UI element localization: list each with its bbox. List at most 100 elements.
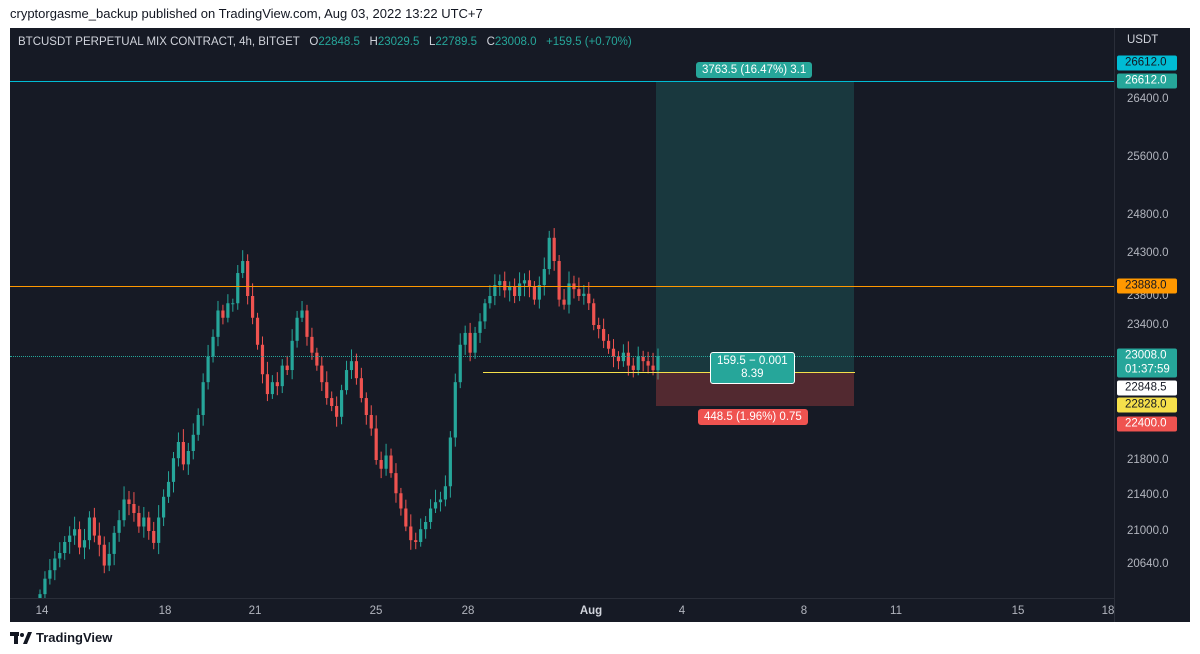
resistance-price-tag: 23888.0 (1117, 278, 1177, 294)
candle-body (142, 517, 146, 527)
time-tick-month: Aug (579, 605, 603, 617)
candle-body (246, 261, 250, 296)
tradingview-logo-icon (10, 631, 32, 644)
bar-countdown-tag: 01:37:59 (1117, 362, 1177, 378)
price-tick: 21400.0 (1127, 489, 1169, 501)
candle-body (300, 310, 304, 318)
candle-body (176, 442, 181, 459)
time-tick: 21 (248, 605, 262, 617)
candle-body (562, 299, 566, 305)
candle-body (147, 517, 151, 531)
candle-body (231, 303, 235, 305)
candle-body (38, 594, 42, 598)
candle-body (438, 499, 443, 503)
candle-body (132, 504, 136, 513)
candle-body (191, 434, 195, 451)
resistance-line[interactable] (10, 286, 1114, 287)
candle-body (58, 553, 62, 559)
price-axis[interactable]: USDT 26400.0 25600.0 24800.0 24300.0 238… (1114, 28, 1190, 622)
candle-body (532, 286, 536, 300)
candle-body (557, 261, 561, 300)
candle-body (602, 328, 606, 341)
close-value: 23008.0 (494, 36, 537, 48)
last-price-tag: 23008.0 (1117, 348, 1177, 364)
candle-body (226, 303, 230, 318)
candle-body (171, 458, 176, 482)
entry-price-tag: 22828.0 (1117, 397, 1177, 413)
candle-body (181, 442, 185, 465)
candle-body (349, 361, 354, 371)
candle-body (522, 280, 527, 284)
candle-body (606, 340, 611, 349)
candle-body (597, 325, 601, 329)
candle-body (320, 365, 324, 383)
high-value: 23029.5 (377, 36, 420, 48)
price-change: +159.5 (+0.70%) (546, 36, 632, 48)
candle-body (577, 289, 581, 296)
stop-price-tag: 22400.0 (1117, 416, 1177, 432)
candle-body (73, 529, 77, 536)
target-line[interactable] (10, 81, 1114, 82)
candle-body (63, 542, 67, 553)
price-pane[interactable]: 3763.5 (16.47%) 3.1 159.5 − 0.001 8.39 4… (10, 28, 1114, 598)
open-price-tag: 22848.5 (1117, 380, 1177, 396)
position-center-label[interactable]: 159.5 − 0.001 8.39 (710, 352, 795, 384)
candle-body (404, 508, 408, 527)
high-label: H (369, 36, 378, 48)
candle-body (626, 352, 630, 366)
candle-body (216, 310, 220, 337)
stop-label[interactable]: 448.5 (1.96%) 0.75 (698, 409, 808, 425)
symbol-name: BTCUSDT PERPETUAL MIX CONTRACT, 4h, BITG… (18, 36, 300, 48)
price-tick: 20640.0 (1127, 558, 1169, 570)
candle-body (369, 415, 373, 429)
candle-body (537, 285, 541, 300)
entry-line[interactable] (483, 372, 855, 373)
open-label: O (309, 36, 319, 48)
price-tick: 21000.0 (1127, 525, 1169, 537)
candle-body (582, 293, 586, 296)
candle-body (196, 415, 200, 435)
candle-body (285, 365, 289, 371)
candle-body (117, 520, 121, 533)
candle-body (651, 365, 655, 371)
candle-body (384, 455, 388, 469)
candle-body (82, 540, 87, 548)
profit-zone[interactable] (656, 81, 854, 372)
candle-body (616, 356, 621, 362)
time-axis[interactable]: 14 18 21 25 28 Aug 4 8 11 15 18 (10, 598, 1114, 622)
last-price-line (10, 356, 1114, 357)
candle-body (325, 382, 329, 399)
candle-body (458, 344, 462, 383)
candle-body (265, 374, 270, 395)
candle-body (112, 532, 116, 554)
candle-body (414, 540, 418, 542)
candle-body (330, 398, 334, 406)
price-tick: 25600.0 (1127, 151, 1169, 163)
target-label[interactable]: 3763.5 (16.47%) 3.1 (696, 62, 813, 78)
candle-body (399, 493, 403, 509)
target-price-tag: 26612.0 (1117, 73, 1177, 89)
candle-body (211, 336, 215, 357)
candle-body (394, 473, 398, 494)
candle-body (433, 502, 438, 509)
candle-body (275, 382, 279, 387)
tradingview-logo[interactable]: TradingView (10, 630, 112, 645)
candle-body (310, 336, 314, 353)
candle-body (641, 356, 645, 362)
candle-body (137, 513, 141, 527)
candle-body (592, 303, 596, 325)
candle-body (102, 544, 106, 566)
candle-body (77, 529, 82, 548)
candle-body (547, 237, 551, 270)
price-tick: 24800.0 (1127, 209, 1169, 221)
candle-body (552, 237, 556, 262)
candle-body (48, 570, 52, 579)
candle-body (107, 553, 111, 566)
candle-body (389, 455, 393, 474)
candle-body (166, 481, 171, 497)
candle-body (122, 499, 126, 521)
chart-area[interactable]: 3763.5 (16.47%) 3.1 159.5 − 0.001 8.39 4… (10, 28, 1190, 622)
candle-body (508, 286, 512, 291)
time-tick: 18 (158, 605, 172, 617)
time-tick: 18 (1101, 605, 1115, 617)
